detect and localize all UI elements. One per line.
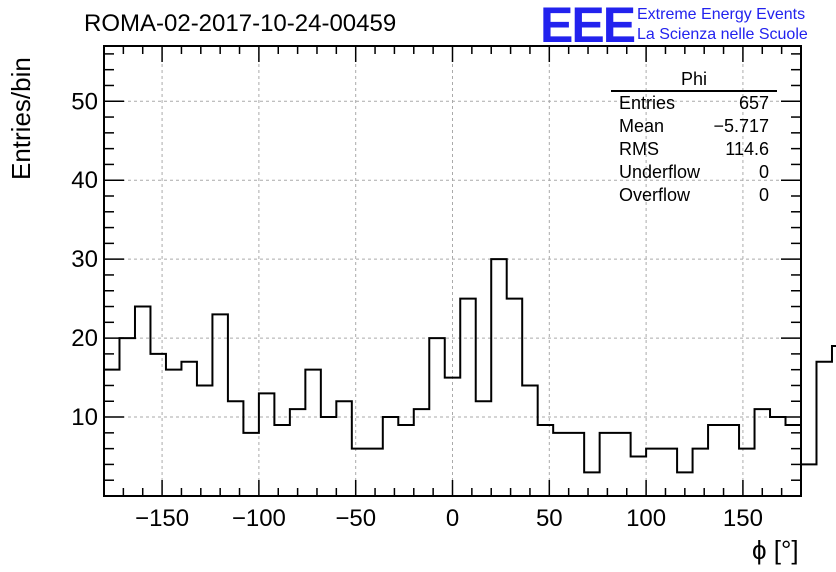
histogram-bin xyxy=(197,385,212,496)
histogram-bin xyxy=(460,299,475,496)
stats-label: Mean xyxy=(619,116,665,136)
histogram-bin xyxy=(336,401,351,496)
x-tick-label: 150 xyxy=(723,505,763,532)
stats-value: 0 xyxy=(758,185,769,205)
stats-value: 0 xyxy=(758,162,769,182)
histogram-bin xyxy=(724,425,739,496)
histogram-bin xyxy=(383,417,398,496)
histogram-bin xyxy=(445,378,460,496)
stats-value: −5.717 xyxy=(713,116,769,136)
histogram-bin xyxy=(429,338,444,496)
histogram-bin xyxy=(538,425,553,496)
x-tick-label: 50 xyxy=(536,505,563,532)
stats-value: 114.6 xyxy=(725,139,769,159)
histogram-bin xyxy=(801,464,816,496)
histogram-bin xyxy=(181,362,196,496)
histogram-bin xyxy=(398,425,413,496)
histogram-bin xyxy=(507,299,522,496)
stats-label: Overflow xyxy=(619,185,691,205)
stats-row-mean: Mean −5.717 xyxy=(611,115,777,138)
histogram-outline xyxy=(103,258,836,496)
grid-lines xyxy=(104,46,801,496)
y-axis-label: Entries/bin xyxy=(6,57,36,180)
histogram-bin xyxy=(553,433,568,496)
logo-line-2: La Scienza nelle Scuole xyxy=(637,26,808,43)
histogram-bin xyxy=(476,401,491,496)
histogram-bin xyxy=(832,346,836,496)
stats-label: RMS xyxy=(619,139,659,159)
histogram-bin xyxy=(352,449,367,496)
stats-label: Underflow xyxy=(619,162,701,182)
histogram-bin xyxy=(631,457,646,496)
x-tick-label: −50 xyxy=(335,505,376,532)
histogram-bin xyxy=(600,433,615,496)
x-axis-label: ϕ [°] xyxy=(752,535,799,565)
histogram-bin xyxy=(816,362,831,496)
stats-box: Phi Entries 657 Mean −5.717 RMS 114.6 Un… xyxy=(611,68,777,207)
histogram-bin xyxy=(274,425,289,496)
y-tick-label: 30 xyxy=(71,246,98,273)
x-tick-label: −150 xyxy=(135,505,189,532)
y-tick-label: 10 xyxy=(71,404,98,431)
histogram-bin xyxy=(770,417,785,496)
histogram-bin xyxy=(522,385,537,496)
histogram-bin xyxy=(305,370,320,496)
tick-labels: −150 −100 −50 0 50 100 150 10 20 30 40 50 xyxy=(71,88,763,532)
eee-logo: EEE Extreme Energy Events La Scienza nel… xyxy=(540,0,830,53)
tick-marks xyxy=(103,46,802,496)
histogram-bin xyxy=(786,425,801,496)
histogram-bin xyxy=(228,401,243,496)
x-tick-label: 100 xyxy=(626,505,666,532)
histogram-bin xyxy=(569,433,584,496)
y-tick-label: 40 xyxy=(71,167,98,194)
histogram-bin xyxy=(150,354,165,496)
stats-label: Entries xyxy=(619,93,676,113)
y-tick-label: 50 xyxy=(71,88,98,115)
x-tick-label: 0 xyxy=(446,505,459,532)
histogram-bin xyxy=(135,307,150,496)
histogram-bin xyxy=(166,370,181,496)
stats-value: 657 xyxy=(738,93,769,113)
stats-row-underflow: Underflow 0 xyxy=(611,161,777,184)
stats-row-entries: Entries 657 xyxy=(611,92,777,115)
histogram-bin xyxy=(693,449,708,496)
histogram-bin xyxy=(243,433,258,496)
histogram-bin xyxy=(755,409,770,496)
histogram-bin xyxy=(259,393,274,496)
logo-mark: EEE xyxy=(540,0,636,53)
histogram-bars xyxy=(103,258,836,496)
stats-row-overflow: Overflow 0 xyxy=(611,184,777,207)
stats-row-rms: RMS 114.6 xyxy=(611,138,777,161)
histogram-bin xyxy=(615,433,630,496)
x-tick-label: −100 xyxy=(232,505,286,532)
stats-title: Phi xyxy=(611,68,777,92)
histogram-bin xyxy=(708,425,723,496)
histogram-bin xyxy=(491,259,506,496)
histogram-bin xyxy=(290,409,305,496)
logo-line-1: Extreme Energy Events xyxy=(637,6,806,23)
histogram-bin xyxy=(646,449,661,496)
histogram-bin xyxy=(662,449,677,496)
histogram-bin xyxy=(212,314,227,496)
y-tick-label: 20 xyxy=(71,325,98,352)
histogram-bin xyxy=(321,417,336,496)
histogram-bin xyxy=(414,409,429,496)
chart-title: ROMA-02-2017-10-24-00459 xyxy=(84,10,397,37)
histogram-bin xyxy=(739,449,754,496)
histogram-bin xyxy=(584,472,599,496)
